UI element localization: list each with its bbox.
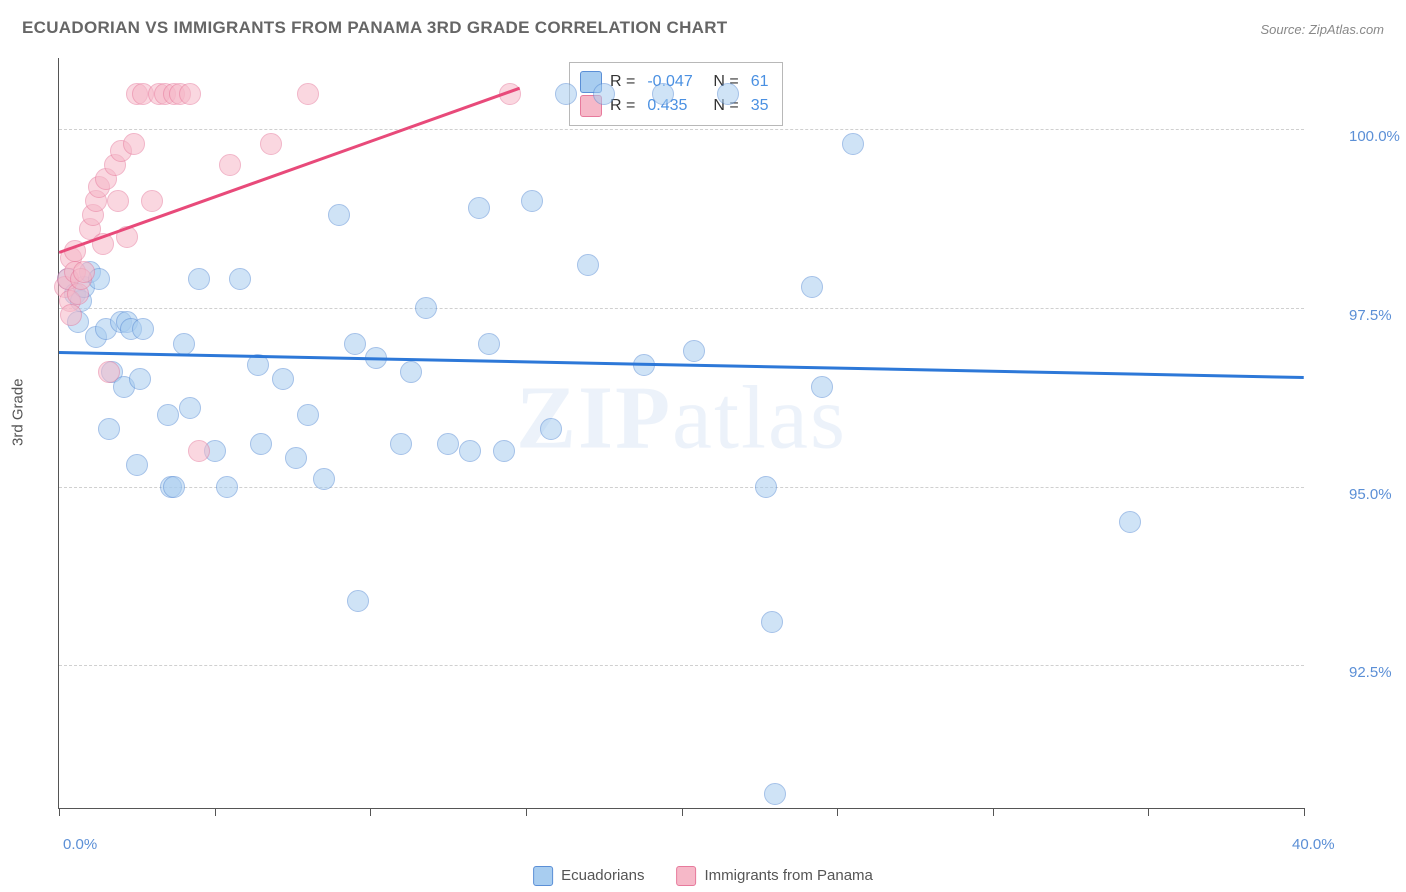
data-point xyxy=(157,404,179,426)
grid-line xyxy=(59,129,1304,130)
legend-label: Immigrants from Panama xyxy=(705,867,873,884)
data-point xyxy=(577,254,599,276)
data-point xyxy=(272,368,294,390)
data-point xyxy=(188,440,210,462)
data-point xyxy=(1119,511,1141,533)
grid-line xyxy=(59,665,1304,666)
data-point xyxy=(415,297,437,319)
plot-area: ZIPatlas R =-0.047N =61R =0.435N =35 92.… xyxy=(58,58,1304,809)
grid-line xyxy=(59,487,1304,488)
data-point xyxy=(761,611,783,633)
x-tick-label-right: 40.0% xyxy=(1292,836,1335,853)
data-point xyxy=(468,197,490,219)
watermark-bold: ZIP xyxy=(516,369,672,468)
x-tick-label-left: 0.0% xyxy=(63,836,97,853)
trend-line xyxy=(59,351,1304,378)
data-point xyxy=(73,261,95,283)
data-point xyxy=(811,376,833,398)
data-point xyxy=(593,83,615,105)
data-point xyxy=(126,454,148,476)
data-point xyxy=(107,190,129,212)
x-tick xyxy=(837,808,838,816)
legend-n-value: 61 xyxy=(751,73,769,91)
data-point xyxy=(229,268,251,290)
data-point xyxy=(755,476,777,498)
data-point xyxy=(179,83,201,105)
legend-r-label: R = xyxy=(610,97,635,115)
y-tick-label: 97.5% xyxy=(1349,307,1392,324)
data-point xyxy=(493,440,515,462)
x-tick xyxy=(1148,808,1149,816)
data-point xyxy=(717,83,739,105)
data-point xyxy=(129,368,151,390)
data-point xyxy=(250,433,272,455)
y-axis-label: 3rd Grade xyxy=(10,378,27,446)
data-point xyxy=(173,333,195,355)
series-legend: Ecuadorians Immigrants from Panama xyxy=(533,866,873,886)
data-point xyxy=(437,433,459,455)
chart-title: ECUADORIAN VS IMMIGRANTS FROM PANAMA 3RD… xyxy=(22,18,727,38)
data-point xyxy=(842,133,864,155)
source-label: Source: ZipAtlas.com xyxy=(1260,22,1384,37)
data-point xyxy=(260,133,282,155)
x-tick xyxy=(993,808,994,816)
x-tick xyxy=(526,808,527,816)
legend-swatch xyxy=(677,866,697,886)
data-point xyxy=(219,154,241,176)
x-tick xyxy=(215,808,216,816)
bottom-legend-item: Immigrants from Panama xyxy=(677,866,873,886)
data-point xyxy=(540,418,562,440)
data-point xyxy=(98,361,120,383)
data-point xyxy=(98,418,120,440)
data-point xyxy=(344,333,366,355)
legend-n-value: 35 xyxy=(751,97,769,115)
data-point xyxy=(60,304,82,326)
data-point xyxy=(179,397,201,419)
x-tick xyxy=(1304,808,1305,816)
data-point xyxy=(285,447,307,469)
data-point xyxy=(459,440,481,462)
x-tick xyxy=(59,808,60,816)
data-point xyxy=(400,361,422,383)
data-point xyxy=(188,268,210,290)
data-point xyxy=(347,590,369,612)
bottom-legend-item: Ecuadorians xyxy=(533,866,644,886)
watermark: ZIPatlas xyxy=(516,367,847,470)
y-tick-label: 95.0% xyxy=(1349,486,1392,503)
y-tick-label: 92.5% xyxy=(1349,664,1392,681)
data-point xyxy=(297,404,319,426)
grid-line xyxy=(59,308,1304,309)
data-point xyxy=(297,83,319,105)
data-point xyxy=(328,204,350,226)
legend-label: Ecuadorians xyxy=(561,867,644,884)
data-point xyxy=(132,318,154,340)
data-point xyxy=(478,333,500,355)
data-point xyxy=(801,276,823,298)
data-point xyxy=(683,340,705,362)
data-point xyxy=(216,476,238,498)
data-point xyxy=(555,83,577,105)
legend-swatch xyxy=(533,866,553,886)
trend-line xyxy=(59,87,520,254)
data-point xyxy=(764,783,786,805)
data-point xyxy=(313,468,335,490)
data-point xyxy=(652,83,674,105)
data-point xyxy=(163,476,185,498)
x-tick xyxy=(682,808,683,816)
data-point xyxy=(141,190,163,212)
y-tick-label: 100.0% xyxy=(1349,128,1400,145)
data-point xyxy=(390,433,412,455)
data-point xyxy=(521,190,543,212)
x-tick xyxy=(370,808,371,816)
data-point xyxy=(123,133,145,155)
legend-r-label: R = xyxy=(610,73,635,91)
